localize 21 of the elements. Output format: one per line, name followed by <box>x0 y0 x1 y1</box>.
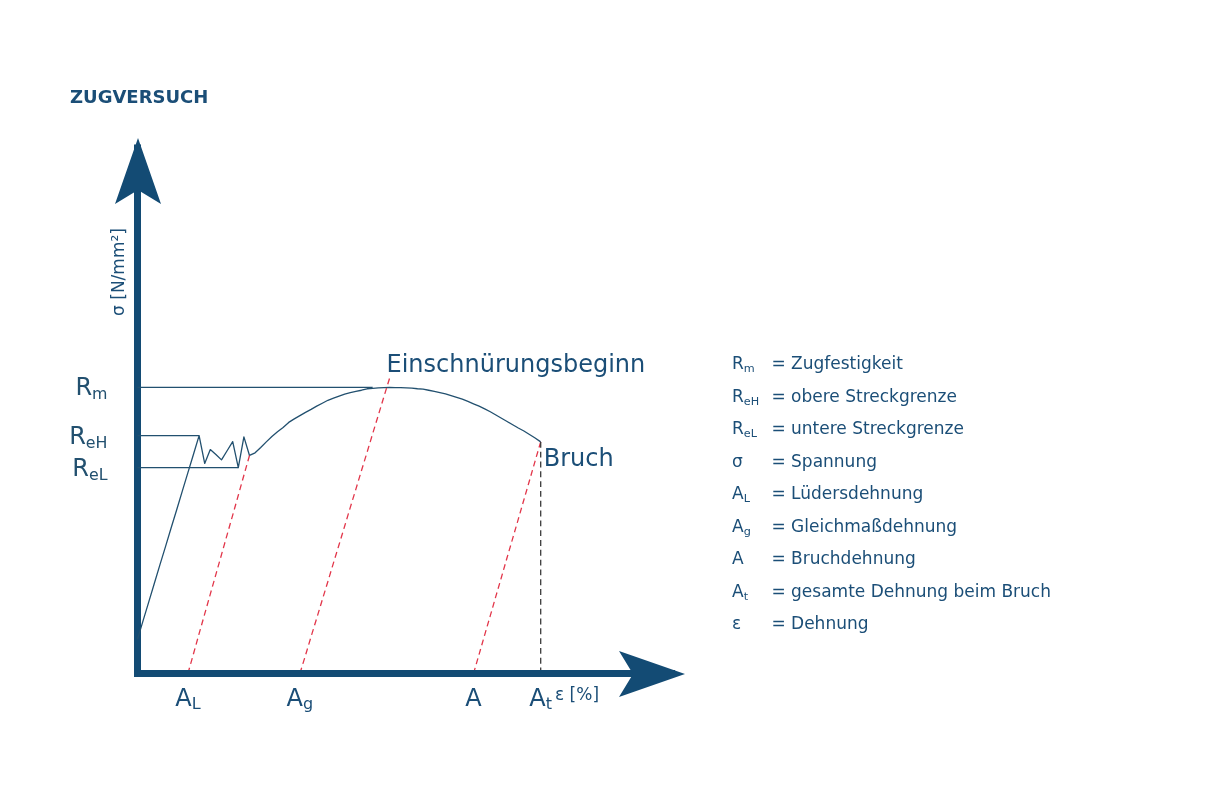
series-label: R$_{eH}$ <box>69 421 108 453</box>
chart-title: ZUGVERSUCH <box>70 85 209 107</box>
x-axis-title: ε [%] <box>555 684 600 704</box>
text: R$_{eH}$ = obere Streckgrenze <box>732 384 957 408</box>
x-tick-label: A <box>465 684 483 712</box>
text: σ = Spannung <box>732 450 877 471</box>
x-tick-label: Ag <box>286 684 314 713</box>
text: Einschnürungsbeginn <box>386 349 646 378</box>
annotation: Bruch <box>543 444 614 473</box>
text: A$_{t}$ = gesamte Dehnung beim Bruch <box>732 580 1051 603</box>
x-tick-label: At <box>529 684 553 713</box>
series-label: R$_{m}$ <box>75 373 108 404</box>
text: R$_{m}$ = Zugfestigkeit <box>732 353 903 376</box>
text: A$_{g}$ = Gleichmaßdehnung <box>732 515 958 538</box>
text: R$_{eL}$ = untere Streckgrenze <box>732 418 964 441</box>
y-axis-title: σ [N/mm²] <box>108 228 128 316</box>
series-label: R$_{eL}$ <box>72 453 108 484</box>
text: ε = Dehnung <box>732 613 869 633</box>
x-tick-label: AL <box>175 684 201 713</box>
text: A$_{L}$ = Lüdersdehnung <box>732 483 924 506</box>
text: A = Bruchdehnung <box>732 548 916 568</box>
